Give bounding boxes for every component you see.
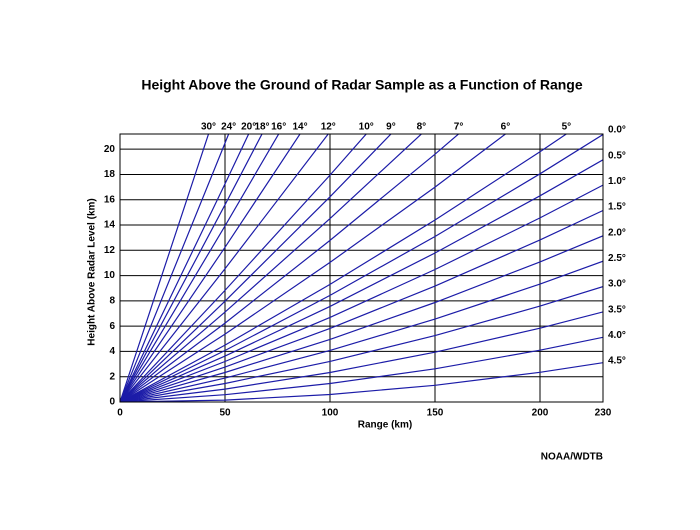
beam-line [120,134,210,402]
x-tick-label: 150 [427,408,444,419]
series-label: 18° [254,122,269,133]
beam-line [120,134,280,402]
beam-line [120,134,301,402]
series-label: 6° [501,122,511,133]
series-label: 12° [321,122,336,133]
series-label: 1.0° [608,176,626,187]
beam-line [120,159,603,402]
beam-line [120,134,230,402]
beam-line [120,260,603,402]
beam-line [120,134,368,402]
beam-line [120,311,603,402]
beam-line [120,235,603,402]
series-label: 7° [454,122,464,133]
series-label: 4.0° [608,330,626,341]
beam-line [120,134,603,402]
y-axis-label: Height Above Radar Level (km) [87,198,98,345]
beam-line [120,134,423,402]
series-label: 8° [417,122,427,133]
series-label: 20° [241,122,256,133]
y-tick-label: 2 [109,371,115,382]
beam-line [120,209,603,402]
beam-line [120,362,603,402]
y-tick-label: 12 [104,245,116,256]
source-credit: NOAA/WDTB [541,452,603,463]
series-label: 3.5° [608,304,626,315]
series-label: 1.5° [608,202,626,213]
x-tick-label: 100 [322,408,339,419]
plot-frame [119,133,604,403]
x-tick-label: 0 [117,408,123,419]
beam-line [120,286,603,402]
grid [119,134,604,403]
series-label: 4.5° [608,356,626,367]
beam-line [120,134,507,402]
y-tick-label: 8 [109,296,115,307]
y-tick-label: 20 [104,144,116,155]
y-tick-label: 18 [104,169,116,180]
beam-line [120,134,392,402]
series-label: 14° [292,122,307,133]
x-axis-label: Range (km) [358,420,412,431]
beam-line [120,134,460,402]
beam-line [120,134,329,402]
y-tick-label: 4 [109,346,115,357]
y-tick-label: 0 [109,397,115,408]
series-label: 5° [562,122,572,133]
series-label: 0.0° [608,125,626,136]
series-label: 10° [359,122,374,133]
series-label: 2.5° [608,253,626,264]
series-label: 0.5° [608,150,626,161]
beam-line [120,184,603,402]
beam-line [120,134,263,402]
series-label: 9° [386,122,396,133]
lines [120,134,603,402]
y-tick-label: 16 [104,194,116,205]
beam-line [120,134,250,402]
y-tick-label: 14 [104,220,116,231]
series-label: 3.0° [608,279,626,290]
y-tick-label: 6 [109,321,115,332]
x-tick-label: 50 [219,408,231,419]
series-label: 30° [201,122,216,133]
x-tick-label: 230 [595,408,612,419]
beam-line [120,134,568,402]
series-label: 16° [271,122,286,133]
beam-line [120,336,603,402]
x-tick-label: 200 [532,408,549,419]
chart-title: Height Above the Ground of Radar Sample … [141,77,583,93]
series-label: 2.0° [608,227,626,238]
y-tick-label: 10 [104,270,116,281]
series-label: 24° [221,122,236,133]
